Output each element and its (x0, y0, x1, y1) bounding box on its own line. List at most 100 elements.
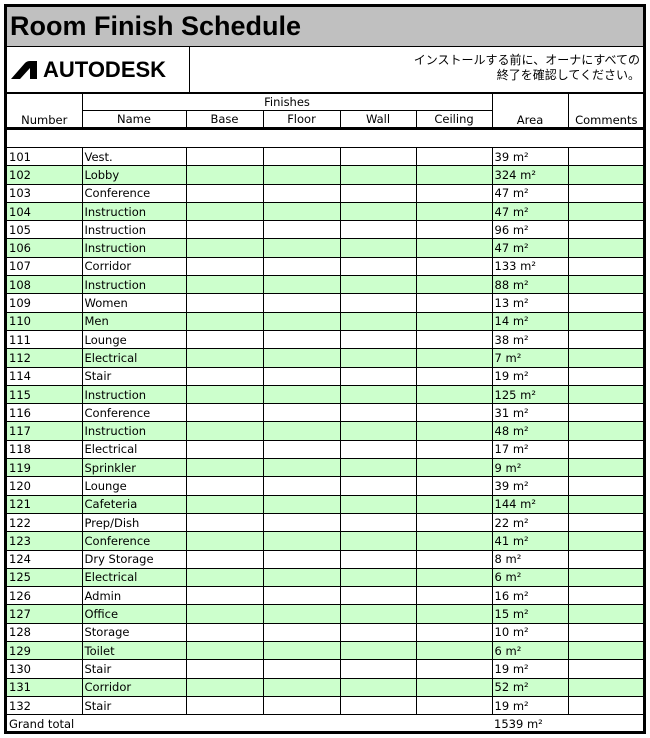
floor-cell[interactable] (262, 329, 341, 350)
room-area[interactable]: 47 m² (491, 201, 569, 222)
floor-cell[interactable] (262, 293, 341, 313)
floor-cell[interactable] (262, 384, 341, 405)
wall-cell[interactable] (339, 256, 417, 277)
comments-cell[interactable] (567, 641, 643, 661)
floor-cell[interactable] (262, 549, 341, 569)
room-area[interactable]: 10 m² (491, 622, 569, 643)
base-cell[interactable] (185, 220, 264, 240)
wall-cell[interactable] (339, 238, 417, 258)
ceiling-cell[interactable] (415, 677, 493, 697)
floor-cell[interactable] (262, 512, 341, 533)
table-row[interactable]: 114 Stair 19 m² (7, 366, 643, 386)
room-name[interactable]: Instruction (81, 384, 187, 405)
room-area[interactable]: 324 m² (491, 165, 569, 185)
room-name[interactable]: Women (81, 293, 187, 313)
ceiling-cell[interactable] (415, 384, 493, 405)
room-area[interactable]: 88 m² (491, 275, 569, 295)
ceiling-cell[interactable] (415, 366, 493, 386)
room-area[interactable]: 22 m² (491, 512, 569, 533)
room-area[interactable]: 48 m² (491, 421, 569, 441)
floor-cell[interactable] (262, 366, 341, 386)
floor-cell[interactable] (262, 311, 341, 331)
room-name[interactable]: Stair (81, 659, 187, 679)
room-number[interactable]: 130 (7, 659, 83, 679)
table-row[interactable]: 130 Stair 19 m² (7, 659, 643, 679)
ceiling-cell[interactable] (415, 146, 493, 167)
ceiling-cell[interactable] (415, 549, 493, 569)
base-cell[interactable] (185, 165, 264, 185)
room-name[interactable]: Instruction (81, 201, 187, 222)
room-number[interactable]: 112 (7, 348, 83, 368)
room-name[interactable]: Conference (81, 403, 187, 423)
wall-cell[interactable] (339, 458, 417, 478)
room-number[interactable]: 121 (7, 494, 83, 514)
comments-cell[interactable] (567, 439, 643, 460)
wall-cell[interactable] (339, 659, 417, 679)
room-name[interactable]: Admin (81, 586, 187, 606)
room-name[interactable]: Stair (81, 695, 187, 716)
wall-cell[interactable] (339, 293, 417, 313)
table-row[interactable]: 127 Office 15 m² (7, 604, 643, 624)
table-row[interactable]: 131 Corridor 52 m² (7, 677, 643, 697)
comments-cell[interactable] (567, 604, 643, 624)
room-area[interactable]: 47 m² (491, 238, 569, 258)
base-cell[interactable] (185, 659, 264, 679)
room-name[interactable]: Cafeteria (81, 494, 187, 514)
table-row[interactable]: 116 Conference 31 m² (7, 403, 643, 423)
floor-cell[interactable] (262, 421, 341, 441)
room-area[interactable]: 19 m² (491, 659, 569, 679)
base-cell[interactable] (185, 439, 264, 460)
room-number[interactable]: 120 (7, 476, 83, 496)
floor-cell[interactable] (262, 238, 341, 258)
room-name[interactable]: Sprinkler (81, 458, 187, 478)
ceiling-cell[interactable] (415, 659, 493, 679)
ceiling-cell[interactable] (415, 238, 493, 258)
wall-cell[interactable] (339, 622, 417, 643)
floor-cell[interactable] (262, 146, 341, 167)
wall-cell[interactable] (339, 476, 417, 496)
comments-cell[interactable] (567, 146, 643, 167)
room-number[interactable]: 122 (7, 512, 83, 533)
base-cell[interactable] (185, 677, 264, 697)
table-row[interactable]: 109 Women 13 m² (7, 293, 643, 313)
table-row[interactable]: 105 Instruction 96 m² (7, 220, 643, 240)
room-area[interactable]: 8 m² (491, 549, 569, 569)
ceiling-cell[interactable] (415, 567, 493, 588)
room-name[interactable]: Toilet (81, 641, 187, 661)
wall-cell[interactable] (339, 512, 417, 533)
base-cell[interactable] (185, 275, 264, 295)
room-name[interactable]: Dry Storage (81, 549, 187, 569)
room-number[interactable]: 129 (7, 641, 83, 661)
room-name[interactable]: Instruction (81, 220, 187, 240)
room-number[interactable]: 132 (7, 695, 83, 716)
room-area[interactable]: 47 m² (491, 183, 569, 203)
room-number[interactable]: 108 (7, 275, 83, 295)
room-area[interactable]: 52 m² (491, 677, 569, 697)
floor-cell[interactable] (262, 348, 341, 368)
room-name[interactable]: Storage (81, 622, 187, 643)
wall-cell[interactable] (339, 677, 417, 697)
room-name[interactable]: Conference (81, 183, 187, 203)
comments-cell[interactable] (567, 366, 643, 386)
room-number[interactable]: 125 (7, 567, 83, 588)
comments-cell[interactable] (567, 476, 643, 496)
base-cell[interactable] (185, 512, 264, 533)
room-name[interactable]: Stair (81, 366, 187, 386)
comments-cell[interactable] (567, 275, 643, 295)
base-cell[interactable] (185, 329, 264, 350)
table-row[interactable]: 104 Instruction 47 m² (7, 201, 643, 222)
room-area[interactable]: 7 m² (491, 348, 569, 368)
wall-cell[interactable] (339, 329, 417, 350)
base-cell[interactable] (185, 256, 264, 277)
comments-cell[interactable] (567, 403, 643, 423)
floor-cell[interactable] (262, 586, 341, 606)
table-row[interactable]: 120 Lounge 39 m² (7, 476, 643, 496)
room-number[interactable]: 111 (7, 329, 83, 350)
room-name[interactable]: Lounge (81, 476, 187, 496)
floor-cell[interactable] (262, 494, 341, 514)
base-cell[interactable] (185, 622, 264, 643)
wall-cell[interactable] (339, 549, 417, 569)
comments-cell[interactable] (567, 659, 643, 679)
room-area[interactable]: 9 m² (491, 458, 569, 478)
room-number[interactable]: 123 (7, 531, 83, 551)
